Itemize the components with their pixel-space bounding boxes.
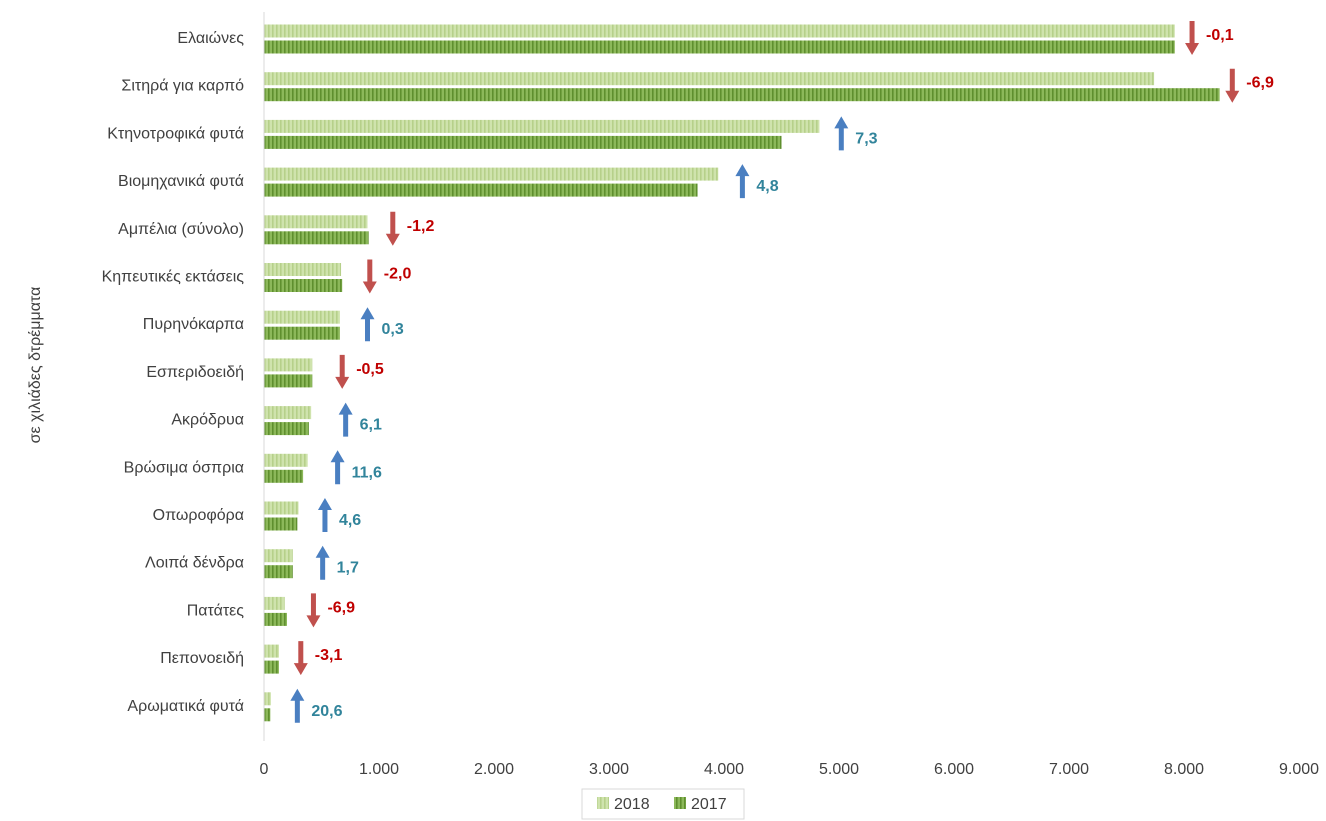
category-label: Πυρηνόκαρπα — [143, 316, 244, 333]
category-label: Βρώσιμα όσπρια — [124, 459, 244, 476]
change-percent-label: 1,7 — [337, 560, 359, 577]
legend: 2018 2017 — [581, 788, 745, 820]
arrow-up-icon — [834, 116, 849, 151]
bar-2017 — [264, 135, 782, 149]
category-label: Βιομηχανικά φυτά — [118, 173, 244, 190]
bar-2017 — [264, 326, 340, 340]
bar-2017 — [264, 231, 369, 245]
legend-swatch-2018 — [597, 797, 609, 809]
change-percent-label: -3,1 — [315, 647, 343, 664]
bar-2018 — [264, 215, 368, 229]
x-tick-label: 1.000 — [359, 761, 399, 778]
change-percent-label: -0,5 — [356, 361, 384, 378]
category-label: Ελαιώνες — [177, 30, 244, 47]
y-axis-label: σε χιλιάδες δτρέμματα — [27, 287, 44, 444]
bar-2017 — [264, 660, 279, 674]
arrow-down-icon — [362, 259, 377, 294]
x-tick-label: 4.000 — [704, 761, 744, 778]
legend-label-2018: 2018 — [614, 796, 650, 813]
change-percent-label: 20,6 — [311, 703, 342, 720]
bar-2018 — [264, 692, 271, 706]
change-percent-label: -0,1 — [1206, 27, 1234, 44]
category-label: Πεπονοειδή — [160, 650, 244, 667]
arrow-down-icon — [306, 593, 321, 628]
change-percent-label: 0,3 — [382, 321, 404, 338]
change-percent-label: 6,1 — [360, 417, 382, 434]
bar-2018 — [264, 119, 820, 133]
bar-2017 — [264, 517, 298, 531]
legend-box — [581, 788, 745, 820]
bar-2017 — [264, 469, 304, 483]
bar-2018 — [264, 72, 1155, 86]
bar-2017 — [264, 40, 1175, 54]
arrow-down-icon — [385, 211, 400, 246]
bar-2017 — [264, 183, 698, 197]
category-label: Πατάτες — [187, 602, 245, 619]
bar-2018 — [264, 453, 308, 467]
bar-2017 — [264, 88, 1220, 102]
change-percent-label: -6,9 — [1246, 75, 1274, 92]
x-tick-label: 5.000 — [819, 761, 859, 778]
arrow-up-icon — [330, 450, 345, 485]
change-percent-label: 7,3 — [855, 130, 877, 147]
arrow-up-icon — [338, 402, 353, 437]
x-tick-label: 2.000 — [474, 761, 514, 778]
bar-2017 — [264, 422, 309, 436]
change-percent-label: -1,2 — [407, 218, 435, 235]
x-tick-label: 0 — [260, 761, 269, 778]
category-label: Λοιπά δένδρα — [145, 555, 244, 572]
x-tick-label: 3.000 — [589, 761, 629, 778]
bar-2018 — [264, 358, 313, 372]
category-label: Κηπευτικές εκτάσεις — [102, 269, 245, 286]
bar-2017 — [264, 612, 287, 626]
legend-swatch-2017 — [674, 797, 686, 809]
change-percent-label: 4,8 — [756, 178, 778, 195]
x-tick-label: 8.000 — [1164, 761, 1204, 778]
arrow-down-icon — [293, 641, 308, 676]
arrow-down-icon — [1185, 21, 1200, 55]
bar-2018 — [264, 501, 299, 515]
category-label: Ακρόδρυα — [171, 412, 244, 429]
bar-2017 — [264, 708, 271, 722]
arrow-down-icon — [335, 354, 350, 389]
bar-2018 — [264, 310, 340, 324]
change-percent-label: 4,6 — [339, 512, 361, 529]
bar-2018 — [264, 263, 342, 276]
bar-2018 — [264, 549, 293, 563]
change-percent-label: -6,9 — [327, 599, 355, 616]
legend-label-2017: 2017 — [691, 796, 727, 813]
arrow-up-icon — [360, 307, 375, 342]
arrow-down-icon — [1225, 68, 1240, 103]
bar-2017 — [264, 565, 293, 579]
bar-2018 — [264, 596, 285, 610]
x-tick-label: 7.000 — [1049, 761, 1089, 778]
x-tick-label: 6.000 — [934, 761, 974, 778]
bar-2018 — [264, 644, 279, 658]
category-label: Κτηνοτροφικά φυτά — [107, 125, 244, 142]
arrow-up-icon — [290, 688, 305, 723]
x-tick-label: 9.000 — [1279, 761, 1319, 778]
change-percent-label: 11,6 — [352, 464, 382, 481]
bar-2017 — [264, 279, 343, 292]
arrow-up-icon — [317, 498, 332, 532]
arrow-up-icon — [315, 545, 330, 580]
bar-2018 — [264, 24, 1175, 38]
category-label: Εσπεριδοειδή — [146, 364, 244, 381]
category-label: Αρωματικά φυτά — [127, 698, 244, 715]
category-label: Σιτηρά για καρπό — [121, 78, 244, 95]
bar-2017 — [264, 374, 313, 388]
change-percent-label: -2,0 — [384, 266, 412, 283]
arrow-up-icon — [735, 164, 750, 199]
bar-2018 — [264, 406, 312, 420]
bar-2018 — [264, 167, 719, 181]
category-label: Οπωροφόρα — [153, 507, 244, 524]
category-label: Αμπέλια (σύνολο) — [118, 221, 244, 238]
